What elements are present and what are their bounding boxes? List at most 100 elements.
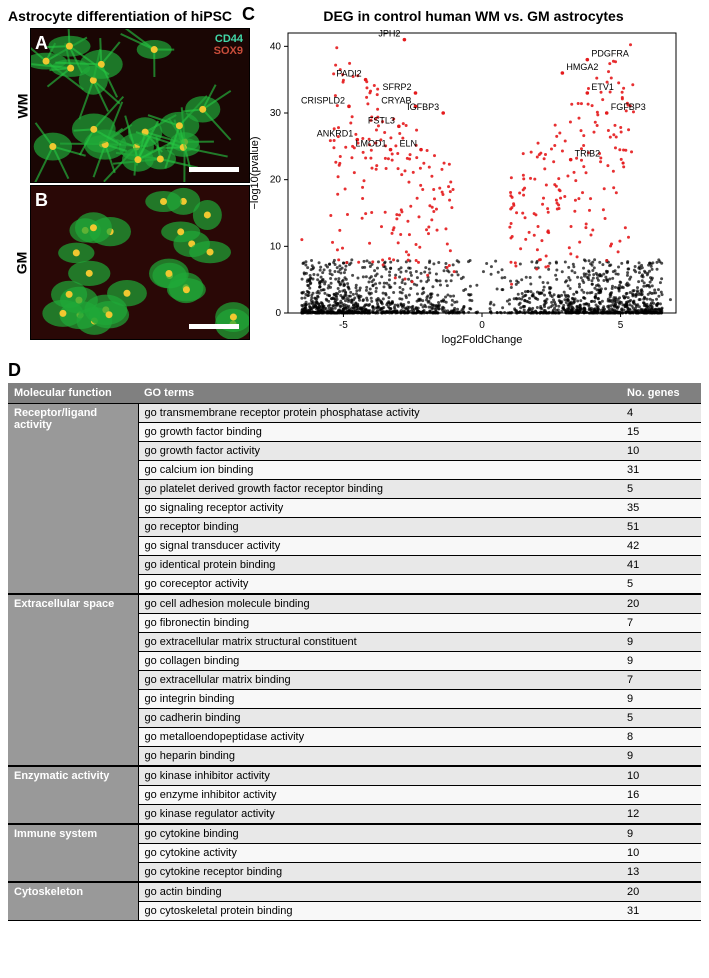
go-terms-table: Molecular function GO terms No. genes Re… — [8, 383, 701, 921]
table-row: Immune systemgo cytokine binding9 — [8, 824, 701, 844]
svg-text:0: 0 — [275, 308, 281, 319]
panel-letter-c: C — [242, 4, 255, 25]
gene-count-cell: 10 — [621, 766, 701, 786]
go-term-cell: go platelet derived growth factor recept… — [138, 480, 621, 499]
gene-count-cell: 9 — [621, 747, 701, 767]
gene-count-cell: 5 — [621, 575, 701, 595]
svg-text:20: 20 — [270, 175, 282, 186]
go-term-cell: go growth factor activity — [138, 442, 621, 461]
go-term-cell: go cytokine receptor binding — [138, 863, 621, 883]
go-term-cell: go signaling receptor activity — [138, 499, 621, 518]
go-term-cell: go actin binding — [138, 882, 621, 902]
marker-label: SOX9 — [214, 45, 243, 57]
images-title: Astrocyte differentiation of hiPSC — [8, 8, 238, 24]
gene-count-cell: 9 — [621, 652, 701, 671]
microscopy-images: Astrocyte differentiation of hiPSC WMACD… — [8, 8, 238, 348]
category-cell: Cytoskeleton — [8, 882, 138, 921]
microscopy-image: A CD44SOX9 — [30, 28, 250, 183]
svg-text:-5: -5 — [339, 320, 348, 331]
svg-text:TRIB2: TRIB2 — [575, 149, 601, 159]
gene-count-cell: 10 — [621, 442, 701, 461]
go-term-cell: go receptor binding — [138, 518, 621, 537]
svg-text:PDGFRA: PDGFRA — [591, 49, 629, 59]
table-header: GO terms — [138, 383, 621, 404]
table-row: Cytoskeletongo actin binding20 — [8, 882, 701, 902]
go-term-cell: go enzyme inhibitor activity — [138, 786, 621, 805]
side-label: WM — [14, 93, 30, 118]
category-cell: Receptor/ligand activity — [8, 404, 138, 595]
gene-count-cell: 9 — [621, 633, 701, 652]
go-term-cell: go cytokine binding — [138, 824, 621, 844]
category-cell: Extracellular space — [8, 594, 138, 766]
go-term-cell: go metalloendopeptidase activity — [138, 728, 621, 747]
go-term-cell: go signal transducer activity — [138, 537, 621, 556]
svg-text:log2FoldChange: log2FoldChange — [442, 334, 523, 346]
gene-count-cell: 5 — [621, 709, 701, 728]
go-term-cell: go fibronectin binding — [138, 614, 621, 633]
svg-text:10: 10 — [270, 241, 282, 252]
gene-count-cell: 7 — [621, 671, 701, 690]
svg-text:ETV1: ETV1 — [591, 82, 614, 92]
gene-count-cell: 4 — [621, 404, 701, 423]
panel-letter-d: D — [8, 360, 21, 381]
go-term-cell: go coreceptor activity — [138, 575, 621, 595]
go-term-cell: go identical protein binding — [138, 556, 621, 575]
category-cell: Enzymatic activity — [8, 766, 138, 824]
go-term-cell: go integrin binding — [138, 690, 621, 709]
microscopy-image: B — [30, 185, 250, 340]
svg-text:PADI2: PADI2 — [336, 69, 361, 79]
scale-bar — [189, 167, 239, 172]
gene-count-cell: 9 — [621, 824, 701, 844]
marker-label: CD44 — [214, 33, 243, 45]
go-term-cell: go cytokine activity — [138, 844, 621, 863]
table-header: Molecular function — [8, 383, 138, 404]
panel-letter: B — [35, 190, 48, 211]
gene-count-cell: 8 — [621, 728, 701, 747]
svg-text:HMGA2: HMGA2 — [566, 62, 598, 72]
gene-count-cell: 5 — [621, 480, 701, 499]
go-term-cell: go cytoskeletal protein binding — [138, 902, 621, 921]
volcano-plot-panel: C DEG in control human WM vs. GM astrocy… — [246, 8, 701, 348]
gene-count-cell: 10 — [621, 844, 701, 863]
go-term-cell: go growth factor binding — [138, 423, 621, 442]
svg-text:CRISPLD2: CRISPLD2 — [301, 95, 345, 105]
panel-letter: A — [35, 33, 48, 54]
svg-text:IGFBP3: IGFBP3 — [407, 102, 439, 112]
go-term-cell: go collagen binding — [138, 652, 621, 671]
gene-count-cell: 15 — [621, 423, 701, 442]
side-label: GM — [13, 251, 29, 274]
gene-count-cell: 41 — [621, 556, 701, 575]
svg-text:FSTL3: FSTL3 — [368, 115, 395, 125]
gene-count-cell: 51 — [621, 518, 701, 537]
svg-text:ANKRD1: ANKRD1 — [317, 129, 354, 139]
go-term-cell: go calcium ion binding — [138, 461, 621, 480]
gene-count-cell: 12 — [621, 805, 701, 825]
svg-text:JPH2: JPH2 — [378, 29, 400, 39]
table-row: Receptor/ligand activitygo transmembrane… — [8, 404, 701, 423]
go-table-panel: D Molecular function GO terms No. genes … — [8, 360, 701, 921]
chart-title: DEG in control human WM vs. GM astrocyte… — [246, 8, 701, 24]
svg-text:FGFBP3: FGFBP3 — [611, 102, 646, 112]
scale-bar — [189, 324, 239, 329]
svg-text:40: 40 — [270, 41, 282, 52]
svg-text:30: 30 — [270, 108, 282, 119]
image-row: GMB — [30, 185, 238, 340]
volcano-plot: -505010203040log2FoldChange−log10(pvalue… — [246, 28, 686, 348]
go-term-cell: go cadherin binding — [138, 709, 621, 728]
gene-count-cell: 20 — [621, 594, 701, 614]
svg-text:LMOD1: LMOD1 — [356, 139, 387, 149]
table-row: Enzymatic activitygo kinase inhibitor ac… — [8, 766, 701, 786]
go-term-cell: go kinase regulator activity — [138, 805, 621, 825]
gene-count-cell: 16 — [621, 786, 701, 805]
svg-text:SFRP2: SFRP2 — [382, 82, 411, 92]
image-row: WMACD44SOX9 — [30, 28, 238, 183]
gene-count-cell: 31 — [621, 461, 701, 480]
gene-count-cell: 20 — [621, 882, 701, 902]
svg-text:0: 0 — [479, 320, 485, 331]
go-term-cell: go transmembrane receptor protein phosph… — [138, 404, 621, 423]
go-term-cell: go kinase inhibitor activity — [138, 766, 621, 786]
gene-count-cell: 7 — [621, 614, 701, 633]
go-term-cell: go cell adhesion molecule binding — [138, 594, 621, 614]
svg-text:ELN: ELN — [400, 139, 418, 149]
gene-count-cell: 9 — [621, 690, 701, 709]
